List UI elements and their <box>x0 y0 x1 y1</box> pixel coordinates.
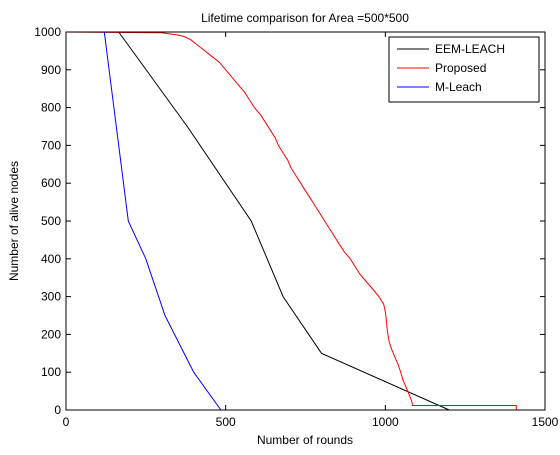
y-tick-label: 0 <box>54 403 61 417</box>
y-tick-label: 300 <box>41 290 61 304</box>
series-line-eem-leach <box>118 31 450 411</box>
x-tick-label: 500 <box>216 415 236 429</box>
y-tick-label: 800 <box>41 101 61 115</box>
legend-label: Proposed <box>435 61 486 75</box>
x-tick-label: 0 <box>63 415 70 429</box>
y-tick-label: 700 <box>41 138 61 152</box>
y-tick-label: 400 <box>41 252 61 266</box>
plot-area: 0 500 1000 1500 0 100 200 300 400 500 600 700 800 900… <box>34 25 558 429</box>
series-line-m-leach <box>103 31 222 411</box>
legend-label: EEM-LEACH <box>435 42 505 56</box>
x-tick-label: 1500 <box>532 415 559 429</box>
y-tick-label: 200 <box>41 327 61 341</box>
y-tick-label: 100 <box>41 365 61 379</box>
y-tick-label: 500 <box>41 214 61 228</box>
series-line-proposed <box>65 31 517 410</box>
y-tick-label: 600 <box>41 176 61 190</box>
x-tick-label: 1000 <box>372 415 399 429</box>
legend: EEM-LEACH Proposed M-Leach <box>388 36 540 103</box>
chart-title: Lifetime comparison for Area =500*500 <box>201 11 409 25</box>
legend-box <box>388 36 540 103</box>
y-tick-label: 900 <box>41 63 61 77</box>
y-tick-label: 1000 <box>34 25 61 39</box>
x-axis-title: Number of rounds <box>257 433 353 447</box>
legend-label: M-Leach <box>435 80 482 94</box>
y-axis-title: Number of alive nodes <box>7 161 21 281</box>
